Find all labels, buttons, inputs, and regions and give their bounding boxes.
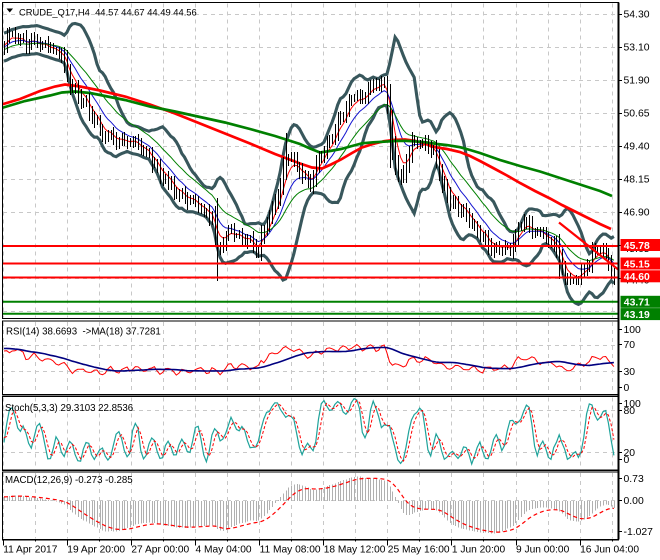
svg-text:0.73: 0.73 — [624, 474, 644, 485]
svg-text:4 May 04:00: 4 May 04:00 — [196, 545, 252, 556]
svg-text:Stoch(5,3,3) 29.3103 22.8536: Stoch(5,3,3) 29.3103 22.8536 — [5, 403, 133, 414]
svg-text:100: 100 — [624, 325, 642, 336]
svg-text:45.15: 45.15 — [624, 259, 650, 270]
svg-text:51.90: 51.90 — [624, 75, 650, 86]
svg-text:100: 100 — [624, 399, 642, 410]
svg-text:11 May 08:00: 11 May 08:00 — [260, 545, 321, 556]
svg-text:49.40: 49.40 — [624, 141, 650, 152]
svg-text:54.30: 54.30 — [624, 9, 650, 20]
svg-text:30: 30 — [624, 367, 636, 378]
svg-text:80: 80 — [624, 406, 636, 417]
svg-text:46.90: 46.90 — [624, 207, 650, 218]
svg-text:19 Apr 20:00: 19 Apr 20:00 — [67, 545, 125, 556]
svg-text:18 May 12:00: 18 May 12:00 — [324, 545, 386, 556]
svg-text:43.19: 43.19 — [624, 310, 650, 321]
svg-text:44.60: 44.60 — [624, 272, 650, 283]
svg-text:11 Apr 2017: 11 Apr 2017 — [3, 545, 58, 556]
svg-text:16 Jun 04:00: 16 Jun 04:00 — [580, 545, 639, 556]
svg-text:RSI(14) 38.6693 ->MA(18) 37.7: RSI(14) 38.6693 ->MA(18) 37.7281 — [6, 326, 161, 337]
svg-text:1 Jun 20:00: 1 Jun 20:00 — [452, 545, 506, 556]
svg-text:27 Apr 00:00: 27 Apr 00:00 — [131, 545, 189, 556]
svg-text:25 May 16:00: 25 May 16:00 — [388, 545, 450, 556]
svg-text:0: 0 — [624, 383, 630, 394]
svg-text:20: 20 — [624, 448, 636, 459]
svg-text:53.10: 53.10 — [624, 42, 650, 53]
svg-text:45.78: 45.78 — [624, 241, 650, 252]
svg-text:50.65: 50.65 — [624, 108, 650, 119]
svg-text:0.00: 0.00 — [624, 496, 644, 507]
svg-text:-1.027: -1.027 — [624, 527, 654, 538]
svg-text:0: 0 — [624, 455, 630, 466]
svg-text:9 Jun 00:00: 9 Jun 00:00 — [516, 545, 570, 556]
svg-text:70: 70 — [624, 340, 636, 351]
svg-text:CRUDE_Q17,H4 44.57 44.67 44.4: CRUDE_Q17,H4 44.57 44.67 44.49 44.56 — [19, 6, 197, 17]
svg-text:43.71: 43.71 — [624, 298, 650, 309]
svg-text:48.15: 48.15 — [624, 174, 650, 185]
svg-text:MACD(12,26,9) -0.273 -0.285: MACD(12,26,9) -0.273 -0.285 — [5, 475, 133, 486]
